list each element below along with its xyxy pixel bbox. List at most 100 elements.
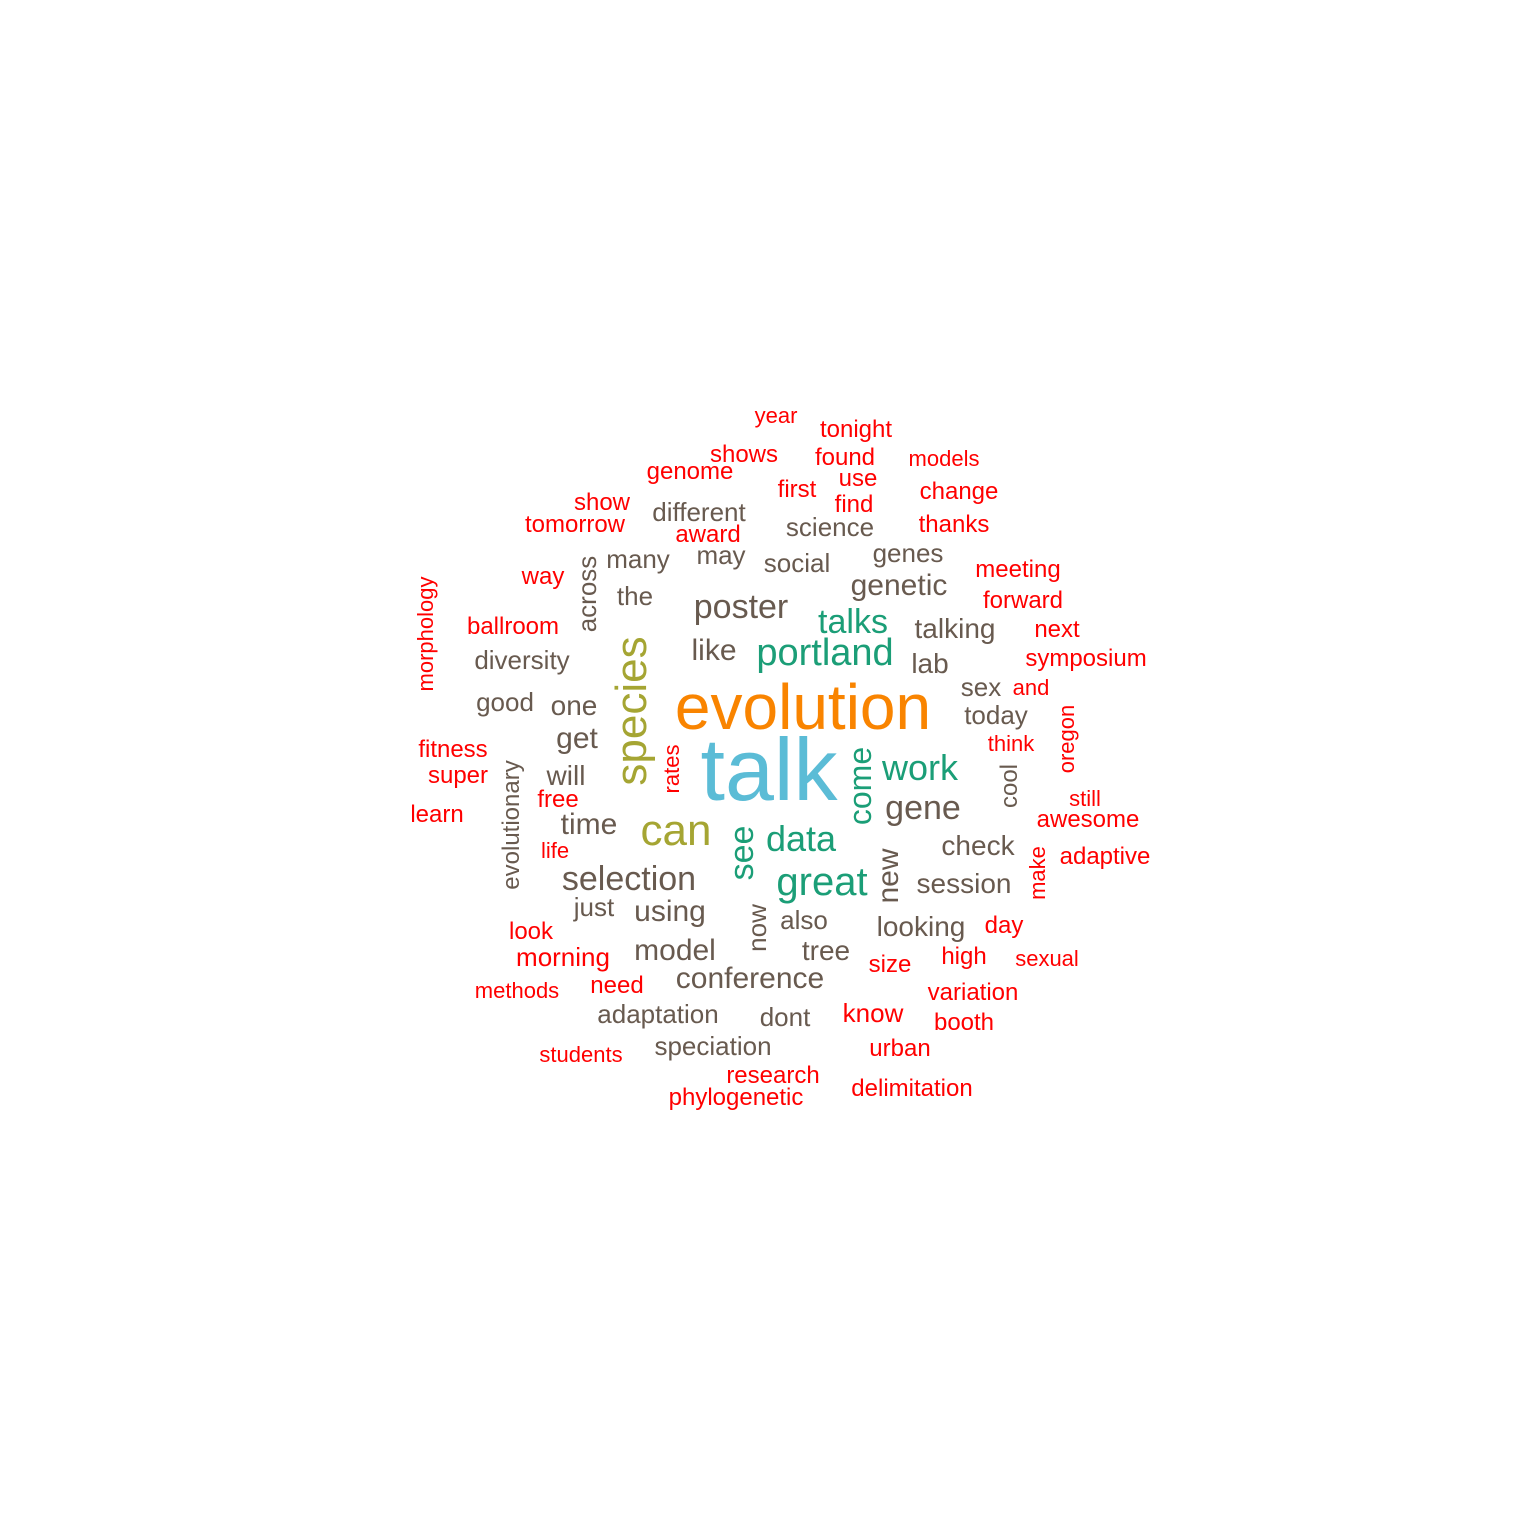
word-genetic: genetic [850,569,948,602]
word-need: need [590,972,644,999]
word-like: like [691,634,737,667]
word-portland: portland [756,632,894,674]
word-oregon: oregon [1054,704,1079,774]
word-look: look [508,918,554,945]
word-genes: genes [872,538,944,568]
word-now: now [742,904,772,952]
word-way: way [521,563,565,590]
word-make: make [1025,846,1050,900]
word-morphology: morphology [413,576,438,692]
word-urban: urban [869,1035,931,1062]
word-social: social [763,548,831,578]
word-poster: poster [693,588,789,626]
word-time: time [560,808,618,841]
word-great: great [776,860,868,904]
word-conference: conference [675,962,825,995]
word-today: today [964,700,1028,730]
word-year: year [754,403,798,428]
word-looking: looking [876,911,966,942]
word-use: use [838,465,878,492]
word-symposium: symposium [1025,645,1147,672]
word-species: species [607,636,656,786]
word-high: high [941,943,987,970]
word-evolutionary: evolutionary [498,760,525,890]
word-just: just [573,892,615,922]
word-life: life [540,838,570,863]
word-model: model [634,934,716,967]
word-find: find [834,491,874,518]
word-good: good [476,687,534,717]
word-the: the [616,581,654,611]
word-cool: cool [996,763,1023,809]
word-tonight: tonight [819,416,893,443]
word-thanks: thanks [918,511,990,538]
word-rates: rates [659,744,684,794]
word-data: data [765,818,837,859]
word-students: students [539,1042,623,1067]
word-work: work [881,747,959,788]
word-sex: sex [960,672,1002,702]
word-forward: forward [982,587,1064,614]
word-morning: morning [516,942,610,972]
word-found: found [814,444,876,471]
word-get: get [556,722,598,755]
word-free: free [537,786,579,813]
word-diversity: diversity [474,645,570,675]
word-different: different [652,497,746,527]
word-fitness: fitness [418,736,488,763]
word-can: can [640,806,712,855]
word-adaptation: adaptation [597,999,719,1029]
word-show: show [573,489,631,516]
word-lab: lab [911,648,949,679]
word-selection: selection [561,860,697,898]
word-check: check [941,830,1015,861]
word-new: new [872,848,905,904]
word-first: first [777,476,817,503]
word-will: will [546,760,586,791]
word-session: session [916,868,1012,899]
word-delimitation: delimitation [851,1075,973,1102]
word-think: think [987,731,1035,756]
word-evolution: evolution [674,671,932,743]
word-next: next [1034,616,1080,643]
word-talks: talks [818,603,888,641]
word-and: and [1012,675,1050,700]
word-ballroom: ballroom [466,613,560,640]
word-across: across [572,555,602,633]
word-dont: dont [759,1002,811,1032]
word-day: day [984,912,1024,939]
word-one: one [550,690,598,721]
word-learn: learn [410,801,464,828]
word-meeting: meeting [975,556,1061,583]
word-phylogenetic: phylogenetic [668,1084,804,1111]
word-gene: gene [885,789,961,827]
word-come: come [842,746,878,826]
word-also: also [780,905,828,935]
word-talking: talking [914,613,996,644]
word-change: change [919,478,999,505]
word-may: may [696,540,746,570]
word-models: models [908,446,980,471]
word-know: know [842,998,904,1028]
word-talk: talk [700,720,838,819]
word-tomorrow: tomorrow [524,511,626,538]
word-sexual: sexual [1015,946,1079,971]
word-award: award [675,521,741,548]
word-awesome: awesome [1036,806,1140,833]
word-genome: genome [646,458,734,485]
word-super: super [427,762,489,789]
word-variation: variation [927,979,1019,1006]
word-science: science [785,512,875,542]
word-methods: methods [474,978,560,1003]
word-tree: tree [801,935,851,966]
word-size: size [868,951,912,978]
word-adaptive: adaptive [1059,843,1151,870]
word-booth: booth [933,1009,995,1036]
word-speciation: speciation [654,1031,772,1061]
word-shows: shows [709,441,779,468]
word-research: research [726,1062,820,1089]
word-still: still [1069,786,1101,811]
word-many: many [606,544,670,574]
word-using: using [634,895,706,928]
